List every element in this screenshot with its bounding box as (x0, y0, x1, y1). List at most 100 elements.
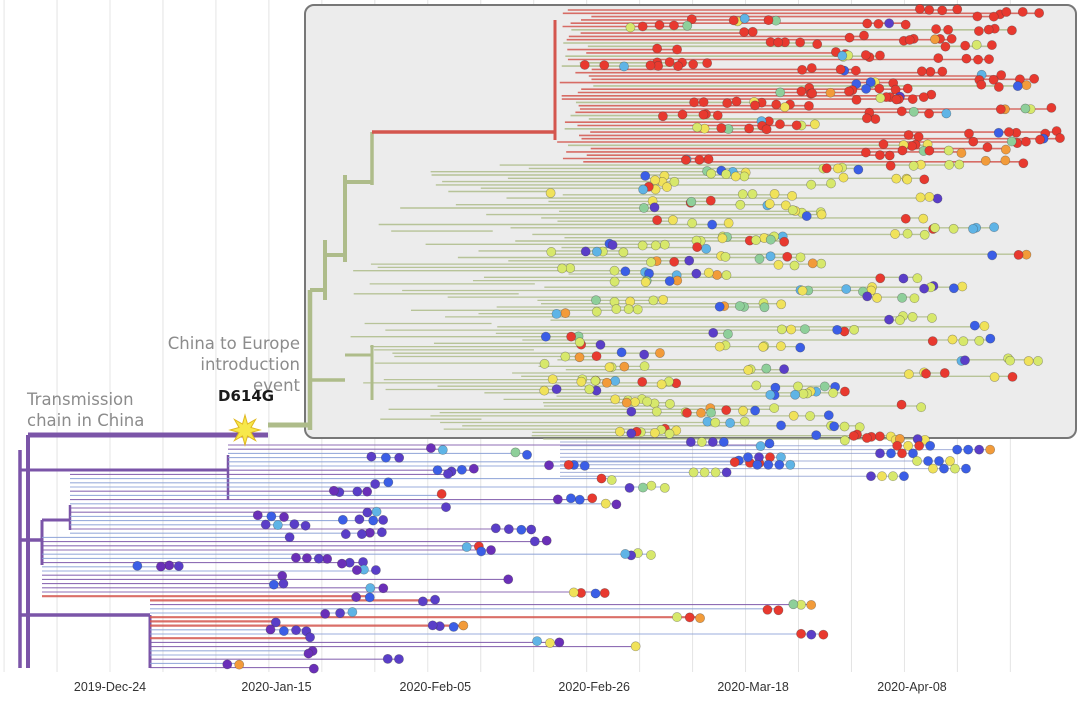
tip-point (974, 444, 985, 455)
tip-point (335, 608, 345, 619)
tip-point (776, 341, 786, 352)
mutation-star-icon (228, 413, 262, 447)
tip-point (723, 218, 734, 228)
tip-point (884, 150, 895, 161)
tip-point (924, 192, 935, 202)
tip-point (371, 506, 382, 517)
tip-point (927, 313, 937, 323)
tip-point (347, 607, 358, 617)
tip-point (952, 4, 963, 15)
tip-point (448, 621, 459, 632)
tip-point (939, 368, 950, 378)
tip-point (739, 416, 750, 427)
tip-point (1006, 136, 1017, 147)
tip-point (668, 215, 678, 225)
tip-point (948, 223, 959, 234)
europe-intro-line-1: China to Europe (167, 334, 300, 353)
tip-point (761, 124, 772, 135)
tip-point (859, 30, 869, 41)
tip-point (539, 358, 550, 369)
tip-point (522, 449, 532, 460)
tip-point (566, 493, 576, 504)
x-tick-label: 2019-Dec-24 (73, 680, 147, 694)
tip-point (651, 406, 662, 417)
tip-point (754, 253, 765, 264)
tip-point (874, 83, 885, 94)
tip-point (366, 451, 377, 462)
tip-point (320, 608, 331, 619)
tip-point (985, 333, 996, 344)
tip-point (579, 460, 590, 471)
tip-point (908, 448, 918, 459)
tip-point (866, 471, 876, 482)
tip-point (763, 15, 774, 26)
tip-point (952, 444, 963, 455)
tip-point (943, 24, 954, 35)
tip-point (665, 398, 675, 409)
tip-point (702, 58, 713, 69)
tip-point (730, 171, 741, 182)
tip-point (565, 263, 576, 274)
tip-point (764, 438, 775, 449)
tip-point (773, 259, 784, 270)
tip-point (739, 27, 750, 37)
tip-point (795, 37, 806, 48)
tip-point (804, 100, 814, 111)
tip-point (703, 154, 714, 165)
tip-point (828, 388, 839, 398)
tip-point (265, 624, 276, 635)
mutation-label: D614G (218, 387, 275, 405)
tip-point (809, 119, 820, 130)
tip-point (811, 430, 822, 441)
tip-point (710, 467, 721, 478)
tip-point (664, 57, 675, 67)
tip-point (698, 109, 709, 120)
tip-point (686, 14, 697, 25)
tip-point (701, 243, 712, 254)
tip-point (639, 361, 650, 372)
tip-point (790, 389, 801, 400)
tip-point (260, 519, 271, 530)
tip-point (875, 448, 885, 459)
tip-point (844, 86, 854, 97)
tip-point (788, 410, 799, 421)
tip-point (872, 292, 882, 303)
tip-point (650, 240, 661, 251)
tree-tips (132, 4, 1065, 674)
tip-point (691, 268, 702, 279)
tip-point (547, 374, 558, 385)
tip-point (337, 558, 347, 569)
tip-point (912, 273, 923, 284)
tip-point (875, 50, 885, 61)
tip-point (956, 148, 967, 158)
tip-point (987, 250, 998, 261)
tip-point (610, 394, 621, 405)
tip-point (937, 66, 948, 77)
tip-point (354, 514, 365, 525)
tip-point (816, 209, 827, 220)
tip-point (884, 314, 894, 325)
tip-point (591, 246, 602, 257)
tip-point (807, 88, 818, 99)
tip-point (599, 588, 610, 598)
tip-point (476, 546, 487, 557)
tip-point (468, 463, 479, 474)
tip-point (821, 163, 832, 174)
tip-point (721, 405, 732, 416)
tip-point (914, 440, 925, 451)
tip-point (818, 629, 829, 640)
tip-point (591, 351, 602, 361)
tip-point (958, 336, 969, 347)
tip-point (1033, 356, 1043, 366)
tip-point (646, 480, 657, 491)
x-tick-label: 2020-Feb-26 (558, 680, 631, 694)
tip-point (610, 376, 621, 386)
tip-point (1004, 127, 1014, 137)
tip-point (541, 535, 552, 546)
tip-point (620, 549, 631, 559)
tip-point (645, 60, 656, 71)
tip-point (640, 171, 651, 181)
tip-point (787, 205, 798, 215)
tip-point (601, 377, 612, 388)
tip-point (825, 87, 836, 98)
